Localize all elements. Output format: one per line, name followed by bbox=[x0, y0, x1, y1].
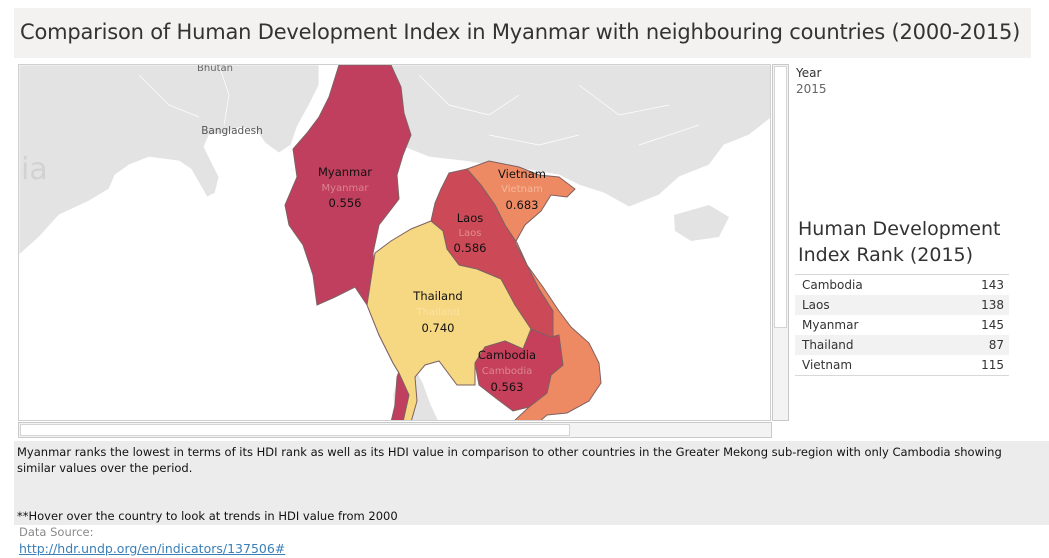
year-filter-value[interactable]: 2015 bbox=[796, 82, 827, 96]
rank-country: Myanmar bbox=[802, 318, 859, 332]
label-cambodia-sub: Cambodia bbox=[482, 366, 533, 377]
label-myanmar-name: Myanmar bbox=[318, 165, 372, 179]
label-cambodia-value: 0.563 bbox=[491, 380, 524, 394]
table-row[interactable]: Cambodia 143 bbox=[795, 275, 1009, 295]
land-hainan bbox=[674, 205, 729, 241]
country-cambodia[interactable] bbox=[474, 328, 564, 412]
country-vietnam[interactable] bbox=[466, 160, 602, 421]
table-row[interactable]: Vietnam 115 bbox=[795, 355, 1009, 375]
rank-value: 87 bbox=[988, 338, 1004, 352]
land-china-lines bbox=[138, 65, 700, 146]
hover-hint: **Hover over the country to look at tren… bbox=[17, 509, 398, 523]
label-laos-value: 0.586 bbox=[454, 241, 487, 255]
table-row[interactable]: Myanmar 145 bbox=[795, 315, 1009, 335]
rank-country: Laos bbox=[802, 298, 830, 312]
label-laos-name: Laos bbox=[457, 211, 483, 225]
rank-country: Cambodia bbox=[802, 278, 863, 292]
label-laos-sub: Laos bbox=[458, 228, 481, 239]
year-filter-label: Year bbox=[796, 66, 822, 80]
rank-value: 115 bbox=[981, 358, 1004, 372]
data-source-link[interactable]: http://hdr.undp.org/en/indicators/137506… bbox=[19, 541, 286, 556]
label-vietnam-name: Vietnam bbox=[498, 167, 546, 181]
map-view[interactable]: Bhutan Bangladesh ia Myanmar Myanmar 0.5… bbox=[18, 64, 771, 421]
label-thailand-sub: Thailand bbox=[416, 307, 460, 318]
label-vietnam-sub: Vietnam bbox=[501, 184, 543, 195]
map-vertical-scrollbar[interactable] bbox=[772, 64, 789, 421]
data-source-label: Data Source: bbox=[19, 525, 94, 539]
label-vietnam-value: 0.683 bbox=[506, 198, 539, 212]
rank-table: Cambodia 143 Laos 138 Myanmar 145 Thaila… bbox=[795, 274, 1009, 376]
label-india: ia bbox=[21, 152, 48, 187]
label-bhutan: Bhutan bbox=[197, 65, 233, 74]
table-row[interactable]: Laos 138 bbox=[795, 295, 1009, 315]
country-thailand[interactable] bbox=[366, 220, 532, 421]
rank-value: 143 bbox=[981, 278, 1004, 292]
rank-table-title: Human Development Index Rank (2015) bbox=[798, 218, 1001, 266]
map-horizontal-scrollbar[interactable] bbox=[18, 422, 772, 438]
label-thailand-name: Thailand bbox=[412, 289, 462, 303]
rank-value: 145 bbox=[981, 318, 1004, 332]
page-title: Comparison of Human Development Index in… bbox=[20, 20, 1021, 44]
label-cambodia-name: Cambodia bbox=[478, 348, 536, 362]
title-bar: Comparison of Human Development Index in… bbox=[14, 8, 1031, 58]
label-thailand-value: 0.740 bbox=[422, 321, 455, 335]
horizontal-scroll-thumb[interactable] bbox=[20, 424, 570, 436]
vertical-scroll-thumb[interactable] bbox=[774, 66, 787, 328]
note-box: Myanmar ranks the lowest in terms of its… bbox=[14, 441, 1049, 525]
label-bangladesh: Bangladesh bbox=[201, 125, 263, 137]
rank-country: Vietnam bbox=[802, 358, 853, 372]
rank-value: 138 bbox=[981, 298, 1004, 312]
note-text: Myanmar ranks the lowest in terms of its… bbox=[17, 445, 1002, 475]
rank-country: Thailand bbox=[802, 338, 854, 352]
map-canvas[interactable]: Bhutan Bangladesh ia Myanmar Myanmar 0.5… bbox=[19, 65, 771, 421]
land-north bbox=[19, 65, 770, 256]
label-myanmar-sub: Myanmar bbox=[322, 183, 370, 194]
label-myanmar-value: 0.556 bbox=[329, 196, 362, 210]
table-row[interactable]: Thailand 87 bbox=[795, 335, 1009, 355]
